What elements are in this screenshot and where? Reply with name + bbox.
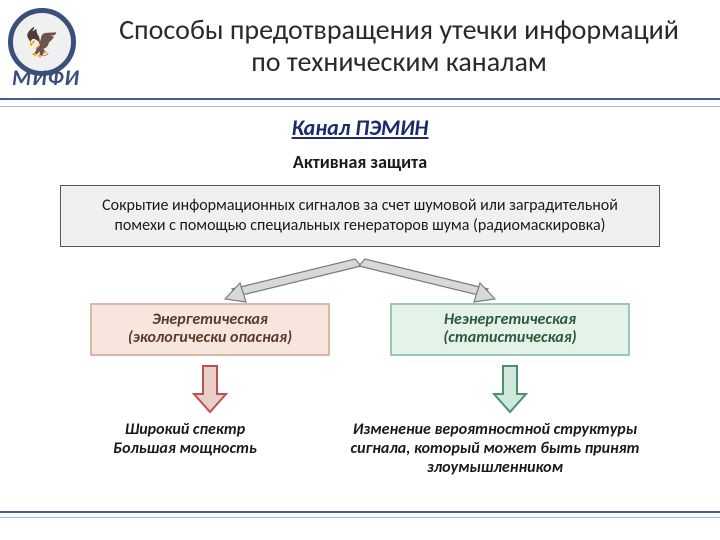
result-right: Изменение вероятностной структуры сигнал… [335, 420, 655, 478]
branch-box-right: Неэнергетическая (статистическая) [390, 303, 630, 356]
subtitle-secondary: Активная защита [40, 151, 680, 173]
result-left-line2: Большая мощность [65, 439, 305, 458]
result-right-line1: Изменение вероятностной структуры [335, 420, 655, 439]
logo: 🦅 МИФИ [8, 8, 108, 96]
result-right-line2: сигнала, который может быть принят [335, 439, 655, 458]
branch-left-line1: Энергетическая [100, 311, 320, 329]
subtitle-primary: Канал ПЭМИН [40, 114, 680, 141]
header-subline [0, 106, 720, 107]
page-title: Способы предотвращения утечки информаций… [108, 8, 720, 78]
result-left-line1: Широкий спектр [65, 420, 305, 439]
branch-right-line2: (статистическая) [400, 329, 620, 347]
fork-arrows [40, 253, 680, 303]
fork-arrow-left-icon [225, 259, 361, 302]
branch-box-left: Энергетическая (экологически опасная) [90, 303, 330, 356]
footer-rule-primary [0, 511, 720, 513]
description-box: Сокрытие информационных сигналов за счет… [60, 185, 660, 247]
logo-caption: МИФИ [12, 64, 80, 91]
content: Канал ПЭМИН Активная защита Сокрытие инф… [0, 100, 720, 477]
down-arrow-right-icon [490, 364, 530, 414]
down-arrow-left-icon [190, 364, 230, 414]
result-left: Широкий спектр Большая мощность [65, 420, 305, 478]
result-right-line3: злоумышленником [335, 458, 655, 477]
branch-left-line2: (экологически опасная) [100, 329, 320, 347]
footer-rules [0, 511, 720, 518]
down-arrow-row [40, 364, 680, 414]
branch-right-line1: Неэнергетическая [400, 311, 620, 329]
footer-rule-secondary [0, 517, 720, 518]
branch-row: Энергетическая (экологически опасная) Не… [40, 303, 680, 356]
result-row: Широкий спектр Большая мощность Изменени… [40, 420, 680, 478]
fork-arrow-right-icon [359, 259, 495, 302]
eagle-icon: 🦅 [25, 25, 60, 60]
header: 🦅 МИФИ Способы предотвращения утечки инф… [0, 0, 720, 100]
